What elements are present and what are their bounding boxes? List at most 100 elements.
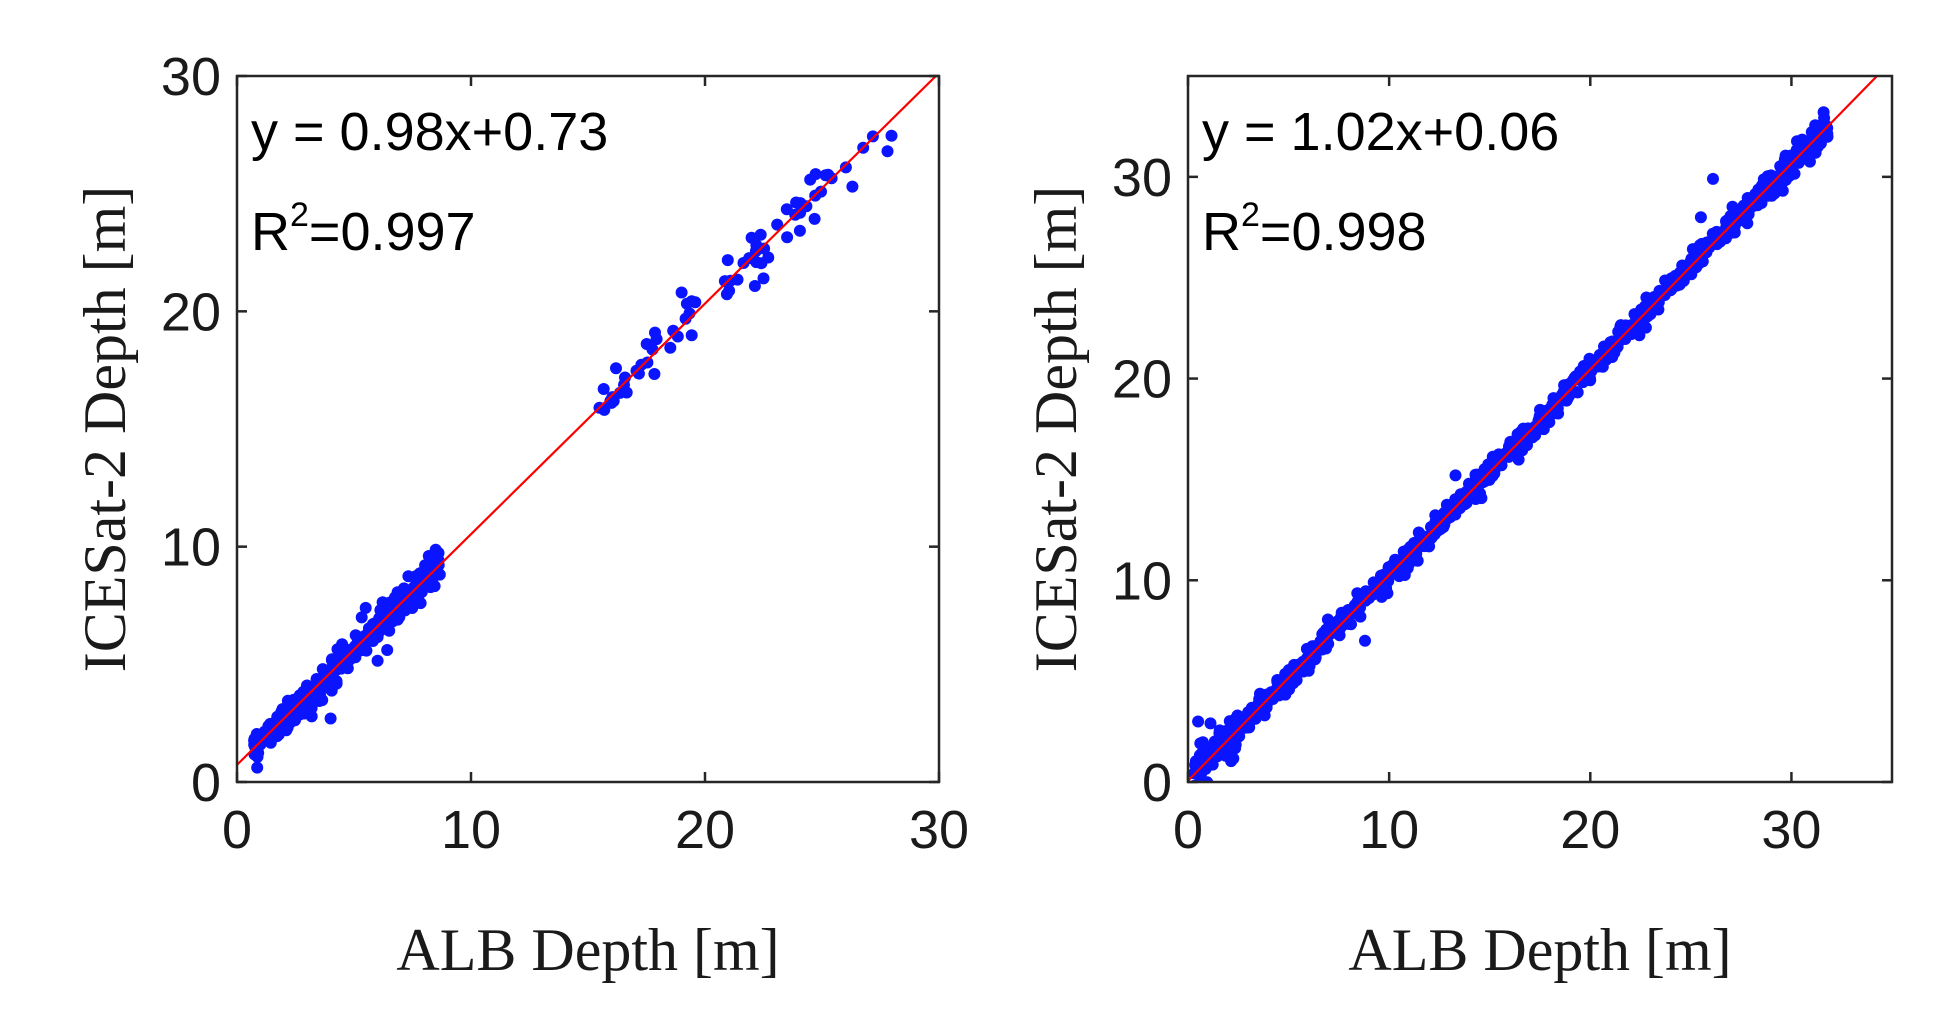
data-point [745,231,758,244]
data-point [355,611,368,624]
x-axis-label: ALB Depth [m] [1348,917,1731,983]
data-point [758,242,771,255]
data-point [411,583,424,596]
data-point [1354,601,1366,614]
data-point [359,601,372,614]
axes-frame [235,74,941,784]
axes-frame [1186,74,1894,784]
data-point [1283,683,1296,696]
y-tick-label: 30 [161,47,221,107]
data-point [781,231,794,244]
r-squared: R2=0.997 [251,196,476,262]
data-point [1749,190,1762,203]
scatter-panel-2: 0 10 20 30 0 10 20 30 ALB Depth [m] ICESat-2 Dept… [1023,74,1894,983]
r-squared: R2=0.998 [1202,196,1427,262]
data-point [675,286,688,299]
data-point [1478,475,1491,488]
data-point [1694,211,1707,224]
y-axis-label: ICESat-2 Depth [m] [1023,186,1089,673]
data-point [1534,422,1547,435]
data-point [340,658,353,671]
data-point [793,224,806,237]
data-point [755,257,768,270]
data-point [1192,715,1205,728]
data-point [721,254,734,267]
data-point [1521,439,1533,452]
data-point [1317,633,1330,646]
data-point [685,329,698,342]
data-point [398,582,410,595]
data-point [800,200,813,213]
data-point [1604,336,1617,349]
data-point [1571,386,1584,399]
regression-equation: y = 0.98x+0.73 [251,102,608,162]
data-point [1223,715,1236,728]
data-point [1204,717,1217,730]
x-tick-label: 10 [1359,800,1419,860]
fit-line [237,76,938,766]
data-point [1225,755,1238,768]
data-point [771,218,784,231]
data-point [1194,737,1207,750]
data-point [1711,238,1723,251]
data-point [748,280,761,292]
data-point [1586,363,1598,376]
data-point [298,707,311,720]
r-squared-symbol: R [1202,202,1241,262]
y-tick-label: 0 [191,753,221,813]
data-point [1359,634,1371,647]
data-point [650,333,663,346]
y-tick-label: 0 [1142,753,1172,813]
data-point [1707,172,1719,185]
data-point [1229,742,1242,755]
y-axis-label: ICESat-2 Depth [m] [72,186,138,673]
x-tick-label: 0 [222,800,252,860]
data-point [1290,674,1303,687]
scatter-panel-1: 0 10 20 30 0 10 20 30 ALB Depth [m] ICESat-2 Dept… [72,47,969,983]
data-point [371,654,384,667]
data-point [1505,447,1517,460]
data-point [720,288,733,301]
data-point [396,592,409,605]
data-point [1492,448,1505,461]
data-point [885,129,898,142]
x-tick-label: 10 [441,800,501,860]
r-squared-value: =0.997 [309,202,476,262]
data-point [718,275,731,288]
data-point [284,703,297,715]
data-point [737,257,750,269]
data-point [1369,586,1382,599]
data-point [610,362,622,375]
data-point [604,395,617,407]
data-point [808,212,821,225]
data-point [846,180,859,193]
data-points [1188,106,1834,782]
data-point [809,168,822,181]
data-point [1440,508,1453,521]
x-tick-label: 30 [909,800,969,860]
data-point [1659,274,1672,287]
fit-line [1188,76,1879,782]
data-point [422,550,435,562]
y-tick-label: 20 [1112,350,1172,410]
data-point [1307,640,1320,653]
data-point [324,712,337,725]
data-point [1354,610,1367,623]
y-tick-label: 10 [1112,551,1172,611]
x-tick-label: 20 [1560,800,1620,860]
data-point [1381,587,1394,600]
data-point [388,612,401,625]
data-point [1231,728,1244,740]
y-tick-label: 10 [161,518,221,578]
r-squared-symbol: R [251,202,290,262]
data-point [646,343,659,356]
data-point [664,341,677,354]
r-squared-exponent: 2 [290,196,309,234]
data-point [597,383,610,395]
data-point [689,296,702,309]
data-point [815,185,827,198]
data-point [344,643,357,656]
data-point [881,145,894,158]
